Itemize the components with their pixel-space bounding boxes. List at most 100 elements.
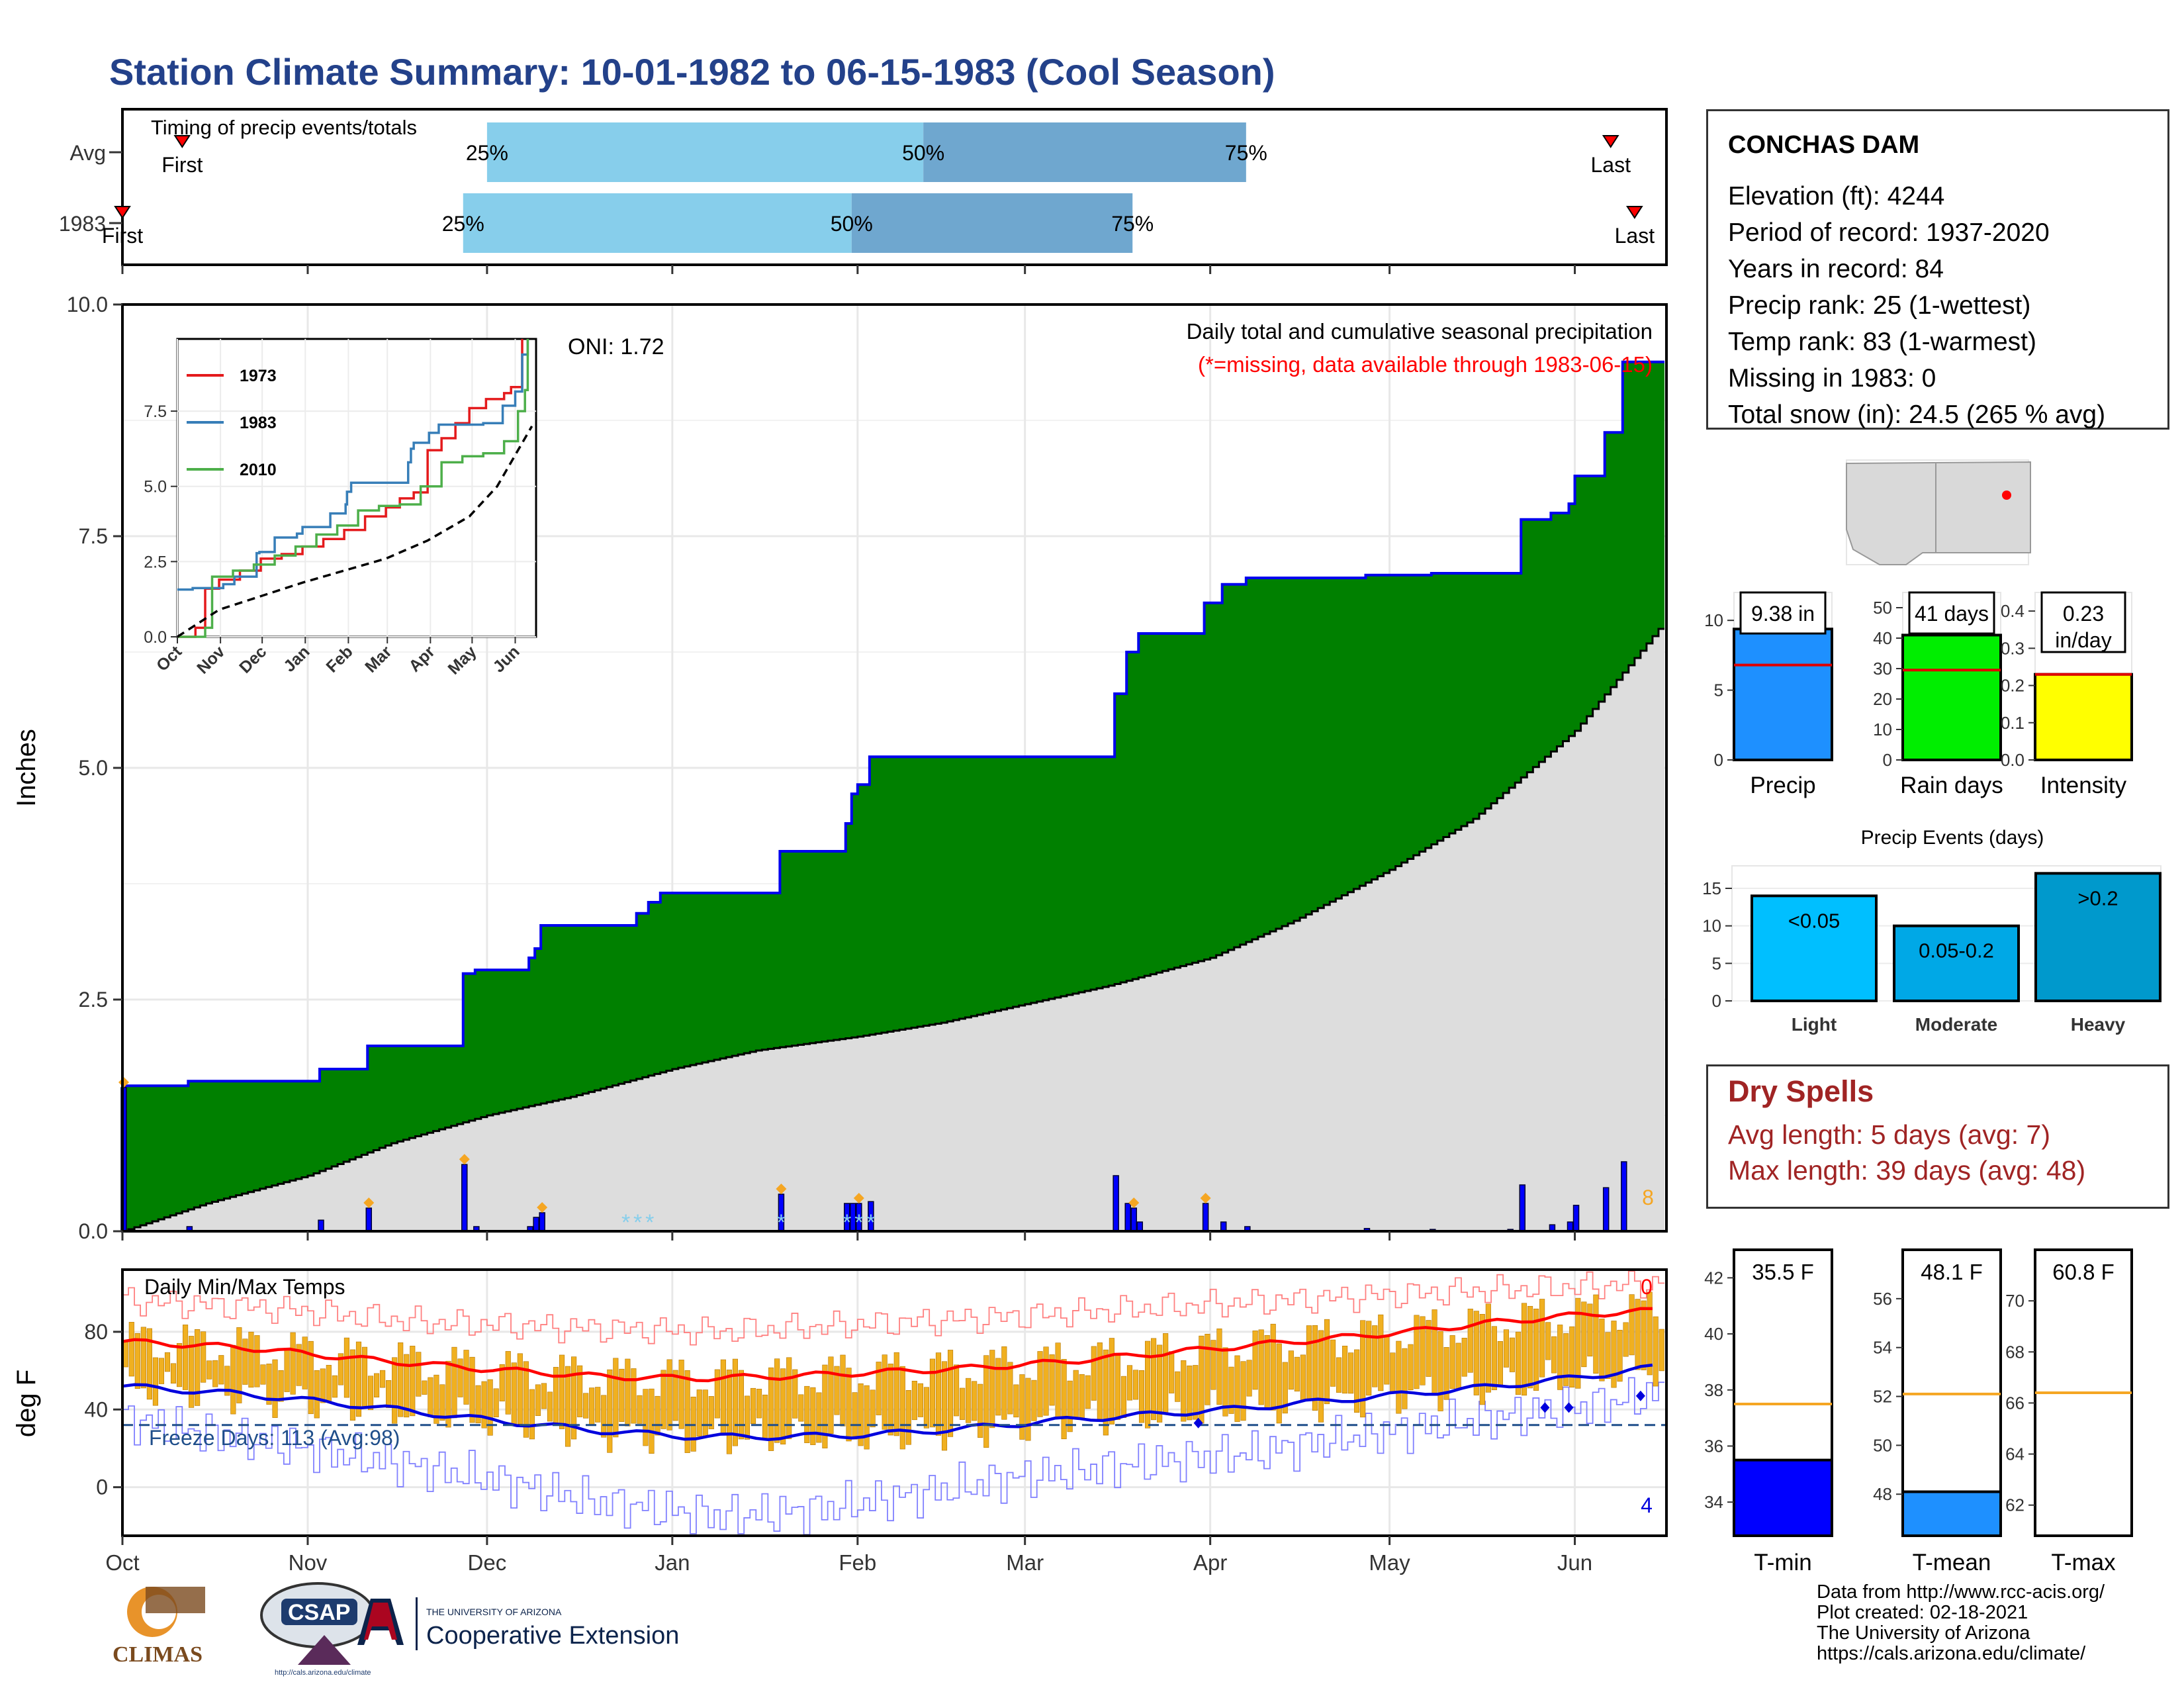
timing-bar-q1 bbox=[463, 193, 852, 253]
daily-temp-bar bbox=[905, 1389, 911, 1445]
y-tick-label: 2.5 bbox=[79, 988, 108, 1011]
y-tick-label: 0 bbox=[1883, 750, 1892, 770]
inset-series-line bbox=[177, 339, 523, 638]
daily-precip-bar bbox=[1572, 1205, 1580, 1232]
y-tick-label: 56 bbox=[1873, 1289, 1892, 1309]
daily-temp-bar bbox=[1605, 1332, 1611, 1380]
y-tick-label: 0.3 bbox=[2001, 638, 2025, 658]
dry-spells-max: Max length: 39 days (avg: 48) bbox=[1728, 1155, 2086, 1186]
dry-spells-avg: Avg length: 5 days (avg: 7) bbox=[1728, 1119, 2050, 1150]
daily-temp-bar bbox=[768, 1367, 774, 1451]
bar-chart-name: Intensity bbox=[2040, 773, 2127, 798]
daily-temp-bar bbox=[858, 1383, 864, 1446]
daily-precip-bar bbox=[1519, 1184, 1526, 1232]
daily-temp-bar bbox=[1414, 1315, 1420, 1389]
daily-temp-bar bbox=[1013, 1384, 1019, 1418]
daily-temp-bar bbox=[619, 1368, 625, 1422]
legend-label: 1973 bbox=[240, 367, 277, 385]
event-bar-label: >0.2 bbox=[2077, 886, 2118, 910]
y-tick-label: 54 bbox=[1873, 1338, 1892, 1358]
daily-temp-bar bbox=[1306, 1325, 1312, 1399]
daily-temp-bar bbox=[158, 1358, 165, 1384]
daily-temp-bar bbox=[1264, 1335, 1270, 1408]
daily-temp-bar bbox=[1527, 1305, 1533, 1389]
daily-temp-bar bbox=[655, 1395, 660, 1436]
daily-temp-bar bbox=[1581, 1301, 1587, 1368]
y-tick-label: 68 bbox=[2005, 1342, 2025, 1362]
daily-temp-bar bbox=[672, 1370, 678, 1421]
daily-temp-bar bbox=[374, 1373, 380, 1398]
daily-temp-bar bbox=[457, 1358, 463, 1397]
station-snow: Total snow (in): 24.5 (265 % avg) bbox=[1728, 400, 2106, 429]
credit-line: Data from http://www.rcc-acis.org/ bbox=[1817, 1581, 2105, 1603]
daily-temp-bar bbox=[738, 1370, 745, 1440]
daily-temp-bar bbox=[899, 1366, 905, 1450]
daily-temp-bar bbox=[380, 1370, 386, 1388]
y-tick-label: 5 bbox=[1714, 680, 1723, 700]
page-title: Station Climate Summary: 10-01-1982 to 0… bbox=[109, 51, 1275, 93]
daily-temp-bar bbox=[517, 1353, 523, 1425]
y-tick-label: 0.2 bbox=[2001, 676, 2025, 696]
daily-temp-bar bbox=[499, 1364, 505, 1401]
daily-temp-bar bbox=[989, 1350, 995, 1429]
timing-pct-label: 25% bbox=[466, 141, 508, 165]
daily-temp-bar bbox=[134, 1333, 140, 1389]
daily-temp-bar bbox=[935, 1352, 942, 1436]
y-tick-label: 0.0 bbox=[79, 1219, 108, 1243]
station-elevation: Elevation (ft): 4244 bbox=[1728, 182, 1945, 211]
daily-temp-bar bbox=[1055, 1342, 1061, 1418]
daily-temp-bar bbox=[1193, 1365, 1199, 1420]
y-tick-label: 66 bbox=[2005, 1393, 2025, 1413]
station-info-box: CONCHAS DAM Elevation (ft): 4244 Period … bbox=[1706, 109, 2169, 430]
daily-temp-bar bbox=[320, 1368, 326, 1403]
daily-temp-bar bbox=[1109, 1338, 1115, 1425]
record-min-line bbox=[122, 1377, 1664, 1536]
daily-precip-bar bbox=[539, 1212, 545, 1232]
daily-temp-bar bbox=[1426, 1320, 1432, 1377]
daily-temp-bar bbox=[146, 1328, 152, 1400]
daily-temp-bar bbox=[1324, 1319, 1330, 1405]
daily-temp-bar bbox=[1372, 1325, 1378, 1387]
x-tick-label: Jan bbox=[655, 1550, 690, 1575]
daily-temp-bar bbox=[481, 1381, 487, 1429]
daily-temp-bar bbox=[487, 1379, 493, 1436]
first-label: First bbox=[102, 224, 143, 248]
daily-temp-bar bbox=[535, 1384, 541, 1416]
daily-temp-bar bbox=[1091, 1346, 1097, 1401]
event-bar-label: 0.05-0.2 bbox=[1919, 939, 1994, 962]
y-tick-label: 5.0 bbox=[79, 756, 108, 780]
daily-temp-bar bbox=[732, 1358, 738, 1446]
timing-pct-label: 75% bbox=[1225, 141, 1267, 165]
value-label: 60.8 F bbox=[2052, 1260, 2115, 1284]
chart-title: Daily total and cumulative seasonal prec… bbox=[1187, 319, 1653, 344]
daily-temp-bar bbox=[1276, 1343, 1282, 1424]
timing-pct-label: 25% bbox=[442, 212, 484, 236]
daily-precip-bar bbox=[1602, 1187, 1610, 1232]
state-outline bbox=[1846, 461, 2031, 565]
total-bar bbox=[1733, 628, 1833, 762]
daily-temp-bar bbox=[613, 1358, 619, 1438]
snow-count-label: 8 bbox=[1642, 1186, 1654, 1209]
daily-temp-bar bbox=[343, 1337, 349, 1398]
daily-temp-bar bbox=[601, 1395, 607, 1438]
daily-temp-bar bbox=[230, 1344, 236, 1415]
freeze-days-label: Freeze Days: 113 (Avg:98) bbox=[149, 1426, 400, 1450]
daily-temp-bar bbox=[416, 1352, 422, 1397]
daily-temp-bar bbox=[1653, 1316, 1659, 1387]
event-bar-label: <0.05 bbox=[1788, 909, 1840, 932]
daily-temp-bar bbox=[386, 1380, 392, 1408]
daily-temp-bar bbox=[1402, 1348, 1408, 1409]
daily-temp-bar bbox=[278, 1370, 284, 1402]
daily-temp-bar bbox=[349, 1349, 356, 1421]
y-tick-label: 40 bbox=[84, 1397, 108, 1421]
credit-line: The University of Arizona bbox=[1817, 1622, 2030, 1644]
missing-marker: * bbox=[854, 1210, 863, 1235]
plot-frame bbox=[121, 1268, 1668, 1537]
daily-temp-bar bbox=[463, 1350, 469, 1405]
daily-temp-bar bbox=[1629, 1294, 1635, 1356]
snow-marker bbox=[363, 1197, 375, 1208]
event-bar bbox=[1893, 924, 2020, 1002]
csap-logo-text: CSAP bbox=[288, 1600, 350, 1625]
daily-temp-bar bbox=[1001, 1346, 1007, 1420]
daily-temp-bar bbox=[1521, 1303, 1527, 1396]
